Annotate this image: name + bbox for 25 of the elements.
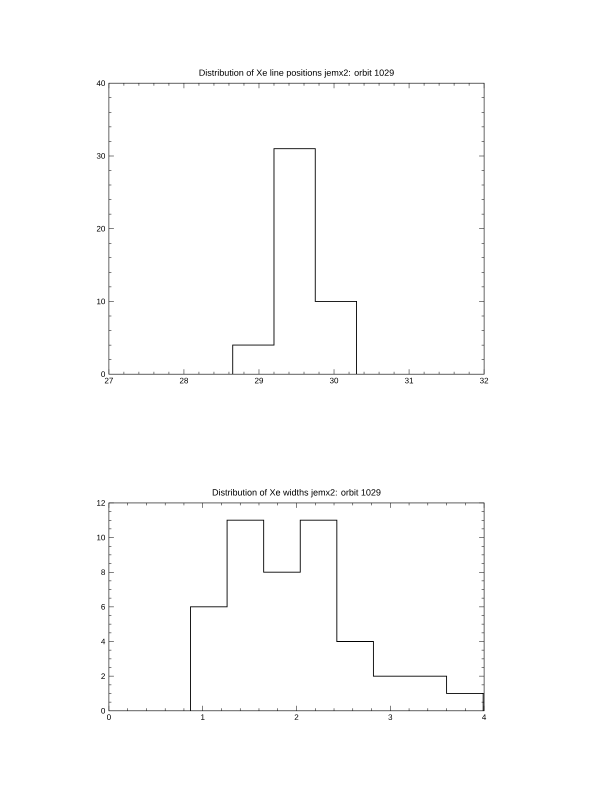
chart-title: Distribution of Xe widths jemx2: orbit 1029 xyxy=(212,488,381,498)
x-tick-label: 4 xyxy=(482,714,486,720)
y-tick-label: 40 xyxy=(96,80,106,86)
x-tick-label: 3 xyxy=(388,714,392,720)
y-tick-label: 10 xyxy=(97,298,106,304)
x-tick-label: 2 xyxy=(294,714,298,720)
y-tick-label: 0 xyxy=(101,708,106,714)
y-tick-label: 30 xyxy=(96,153,106,159)
x-tick-label: 31 xyxy=(404,378,414,384)
x-tick-label: 28 xyxy=(180,378,188,384)
chart-title: Distribution of Xe line positions jemx2: orbit 1029 xyxy=(200,69,394,78)
y-tick-label: 10 xyxy=(97,534,106,540)
y-tick-label: 4 xyxy=(101,638,106,644)
y-tick-label: 2 xyxy=(101,673,105,679)
y-tick-label: 12 xyxy=(97,500,105,506)
y-tick-label: 8 xyxy=(101,569,106,576)
y-tick-label: 0 xyxy=(101,371,106,378)
x-tick-label: 1 xyxy=(201,714,205,720)
x-tick-label: 29 xyxy=(254,378,264,384)
y-tick-label: 6 xyxy=(101,604,106,610)
x-tick-label: 0 xyxy=(106,714,111,720)
x-tick-label: 30 xyxy=(330,378,338,384)
x-tick-label: 27 xyxy=(104,378,113,384)
x-tick-label: 32 xyxy=(480,378,488,384)
y-tick-label: 20 xyxy=(96,226,106,232)
